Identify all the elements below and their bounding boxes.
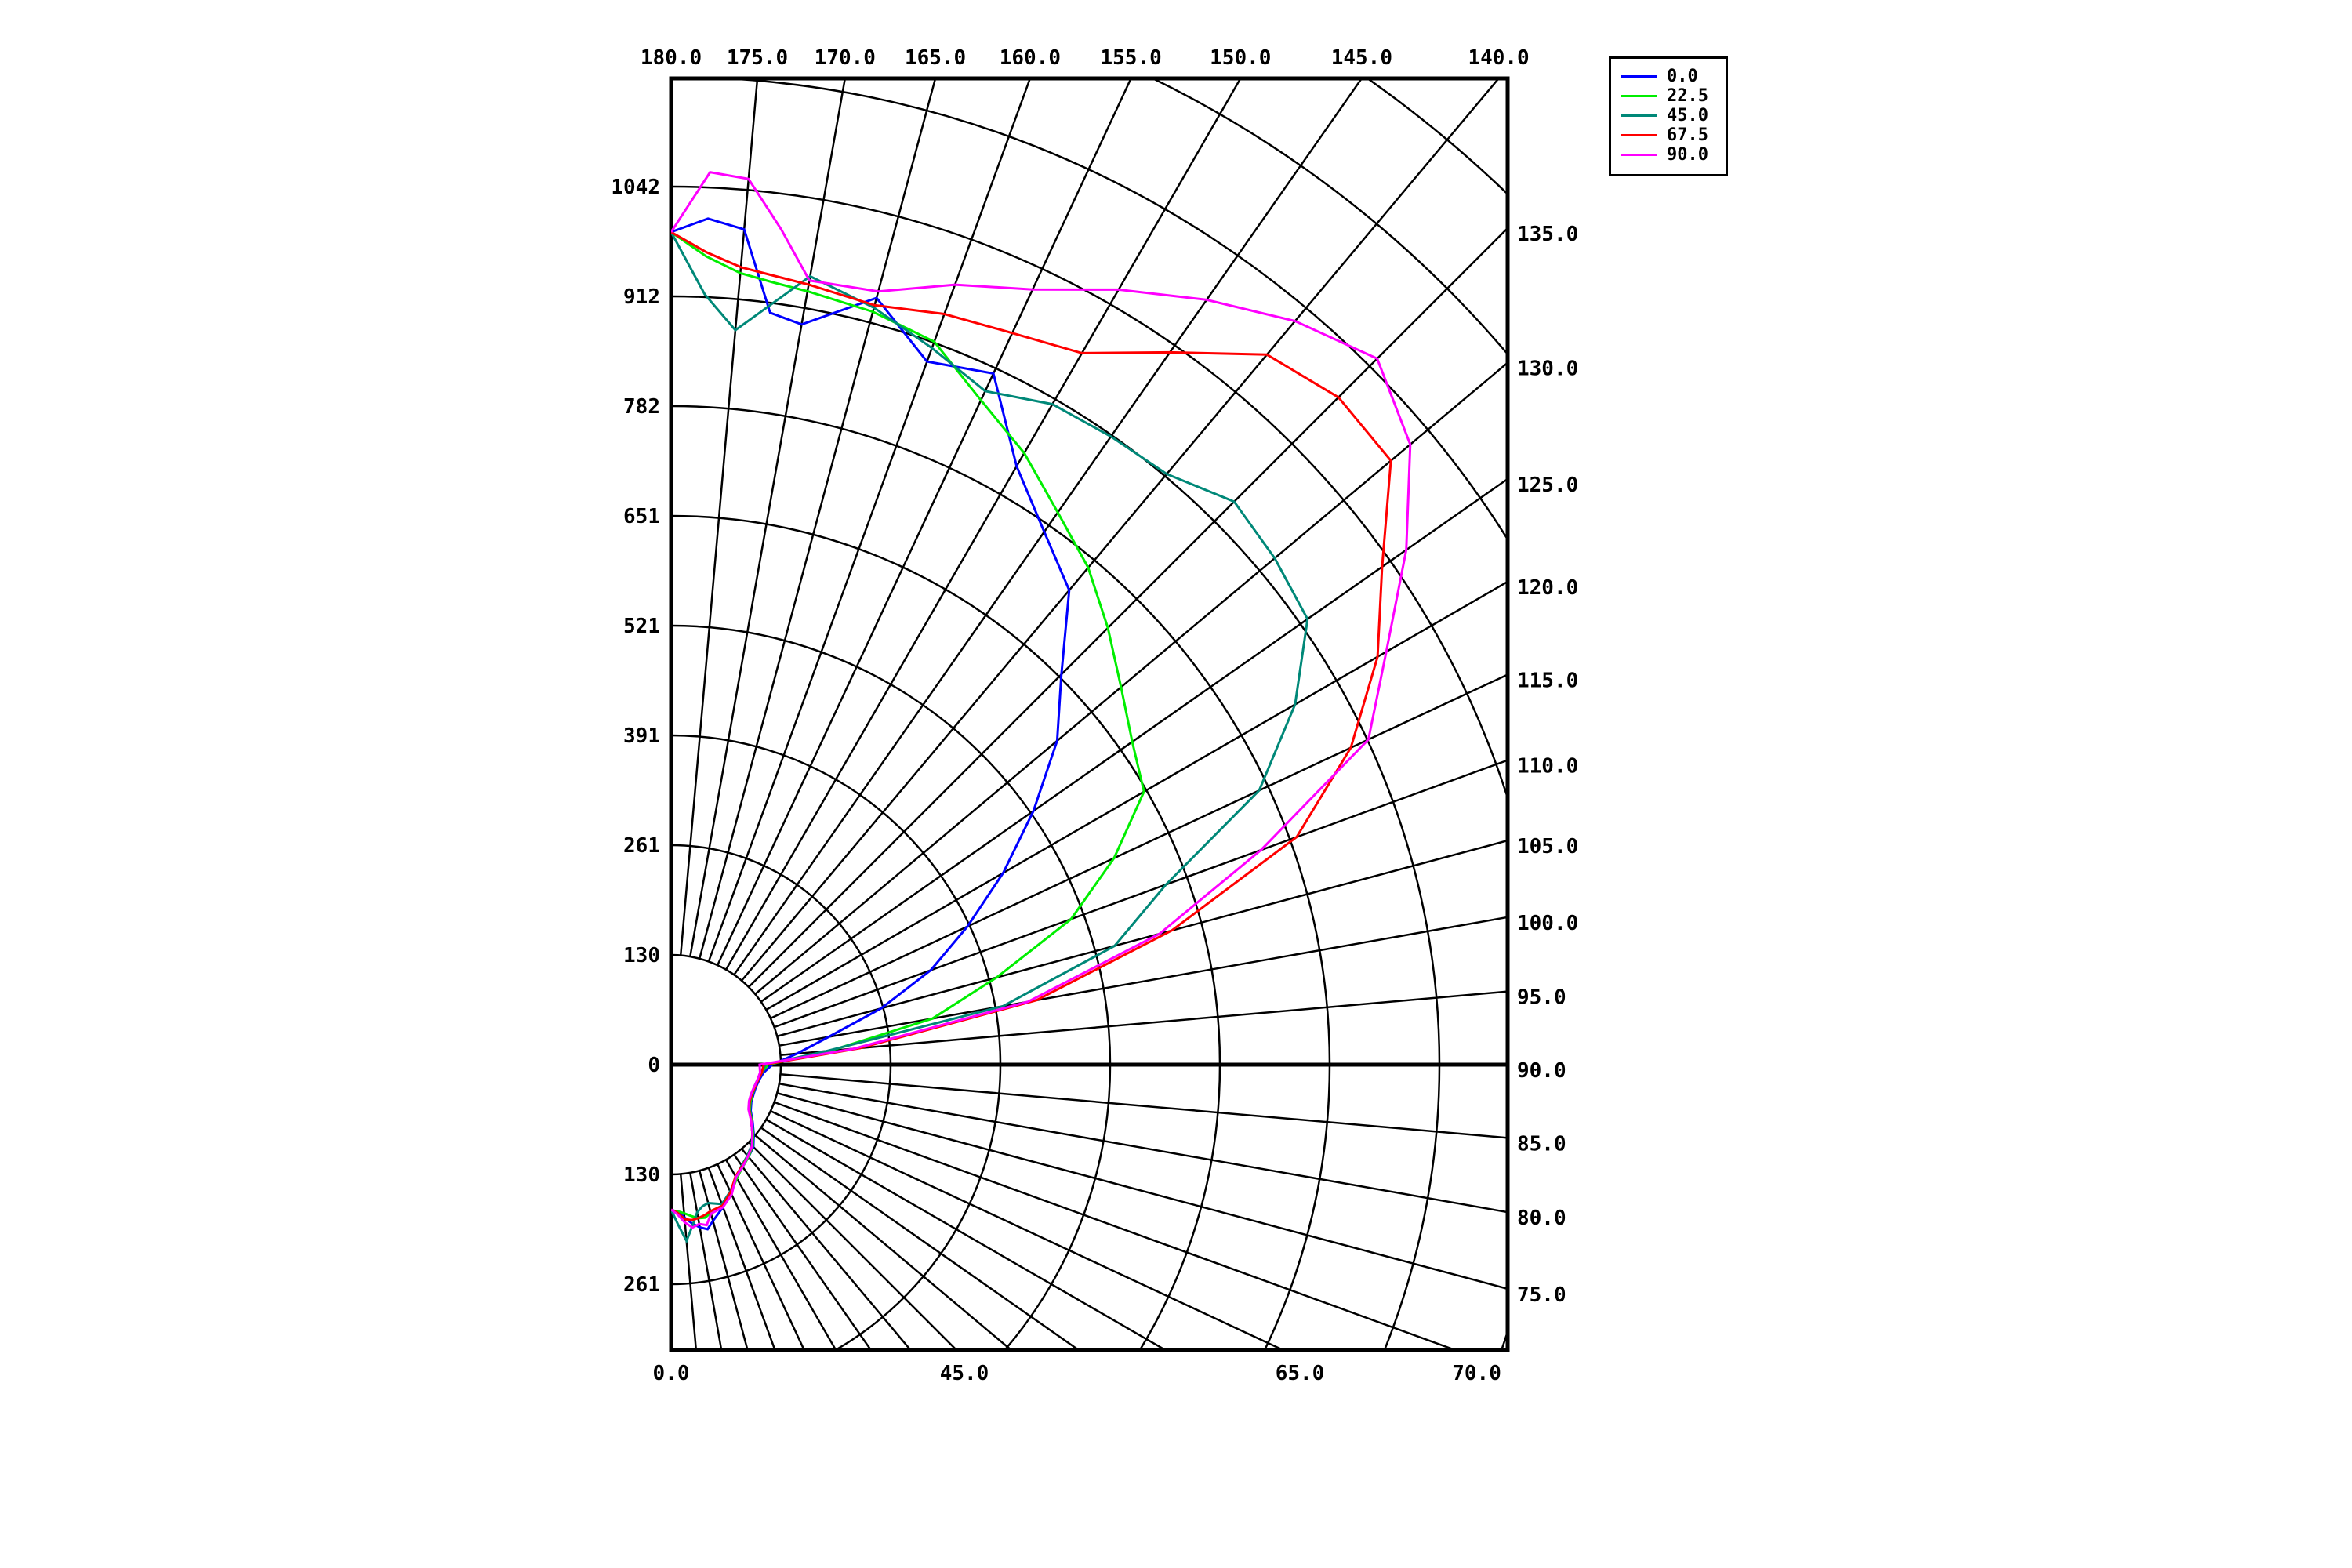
tick-label: 120.0 [1517, 576, 1578, 600]
legend-line-sample [1621, 154, 1657, 156]
grid-ray [741, 1148, 913, 1350]
grid-ray [776, 1092, 1508, 1290]
tick-label: 75.0 [1517, 1283, 1566, 1307]
grid-ray [765, 580, 1508, 1011]
tick-label: 0.0 [653, 1362, 690, 1385]
grid-ray [770, 673, 1508, 1019]
tick-label: 65.0 [1276, 1362, 1325, 1385]
grid-ray [776, 839, 1508, 1037]
tick-label: 150.0 [1210, 46, 1271, 70]
grid-ray [748, 1142, 958, 1350]
tick-label: 85.0 [1517, 1132, 1566, 1156]
grid-ray [760, 1127, 1081, 1350]
grid-ring [701, 78, 1508, 542]
legend-item: 45.0 [1621, 106, 1719, 125]
legend-item: 67.5 [1621, 125, 1719, 145]
tick-label: 782 [623, 395, 660, 419]
legend-line-sample [1621, 75, 1657, 78]
grid-ray [774, 1101, 1458, 1350]
grid-ray [779, 916, 1508, 1047]
grid-ray [780, 990, 1508, 1057]
tick-label: 261 [623, 1273, 660, 1297]
tick-label: 261 [623, 834, 660, 858]
grid-ray [760, 477, 1508, 1003]
grid-ray [699, 1170, 749, 1350]
curve-c0.0 [671, 217, 1071, 1231]
legend-label: 22.5 [1667, 85, 1708, 106]
tick-label: 160.0 [1000, 46, 1061, 70]
tick-label: 165.0 [905, 46, 966, 70]
tick-label: 110.0 [1517, 755, 1578, 779]
curve-c67.5 [671, 230, 1392, 1221]
tick-label: 100.0 [1517, 912, 1578, 935]
grid-ray [741, 78, 1501, 982]
grid-ray [774, 759, 1508, 1029]
tick-label: 170.0 [815, 46, 876, 70]
grid-ray [724, 78, 1242, 971]
curve-c90.0 [671, 171, 1412, 1229]
grid-ray [754, 361, 1508, 995]
tick-label: 912 [623, 285, 660, 309]
legend-line-sample [1621, 95, 1657, 97]
legend-item: 0.0 [1621, 67, 1719, 86]
grid-ray [765, 1118, 1167, 1350]
tick-label: 145.0 [1331, 46, 1392, 70]
tick-label: 125.0 [1517, 474, 1578, 497]
tick-label: 70.0 [1452, 1362, 1501, 1385]
tick-label: 155.0 [1100, 46, 1161, 70]
legend-item: 90.0 [1621, 145, 1719, 165]
tick-label: 80.0 [1517, 1207, 1566, 1230]
curve-c22.5 [671, 230, 1145, 1220]
grid-ray [717, 78, 1132, 966]
tick-label: 135.0 [1517, 223, 1578, 246]
tick-label: 180.0 [641, 46, 702, 70]
legend-line-sample [1621, 134, 1657, 136]
legend-item: 22.5 [1621, 86, 1719, 106]
grid-ray [679, 78, 759, 956]
tick-label: 45.0 [940, 1362, 989, 1385]
legend-line-sample [1621, 114, 1657, 117]
tick-label: 105.0 [1517, 835, 1578, 858]
legend-label: 67.5 [1667, 125, 1708, 145]
legend-label: 90.0 [1667, 144, 1708, 165]
tick-label: 0 [648, 1054, 660, 1077]
tick-label: 140.0 [1468, 46, 1529, 70]
grid-ray [780, 1073, 1508, 1139]
grid-ray [707, 78, 1032, 962]
tick-label: 651 [623, 505, 660, 528]
tick-label: 521 [623, 615, 660, 638]
grid-ring [671, 186, 1508, 1350]
plot-border [669, 76, 1510, 1352]
grid-ray [770, 1110, 1286, 1350]
grid-ray [699, 78, 937, 960]
tick-label: 115.0 [1517, 669, 1578, 692]
tick-label: 130 [623, 1163, 660, 1187]
legend-label: 0.0 [1667, 66, 1698, 86]
tick-label: 95.0 [1517, 986, 1566, 1010]
tick-label: 130 [623, 944, 660, 967]
grid-ray [707, 1167, 776, 1350]
tick-label: 175.0 [727, 46, 788, 70]
tick-label: 1042 [611, 176, 660, 199]
grid-ray [748, 227, 1508, 988]
legend-label: 45.0 [1667, 105, 1708, 125]
tick-label: 130.0 [1517, 358, 1578, 381]
legend: 0.0 22.5 45.0 67.5 90.0 [1609, 56, 1728, 176]
grid-ray [779, 1083, 1508, 1214]
grid-ray [733, 78, 1363, 976]
grid-ray [754, 1134, 1013, 1350]
grid-ray [689, 78, 847, 957]
tick-label: 90.0 [1517, 1059, 1566, 1083]
tick-label: 391 [623, 724, 660, 748]
